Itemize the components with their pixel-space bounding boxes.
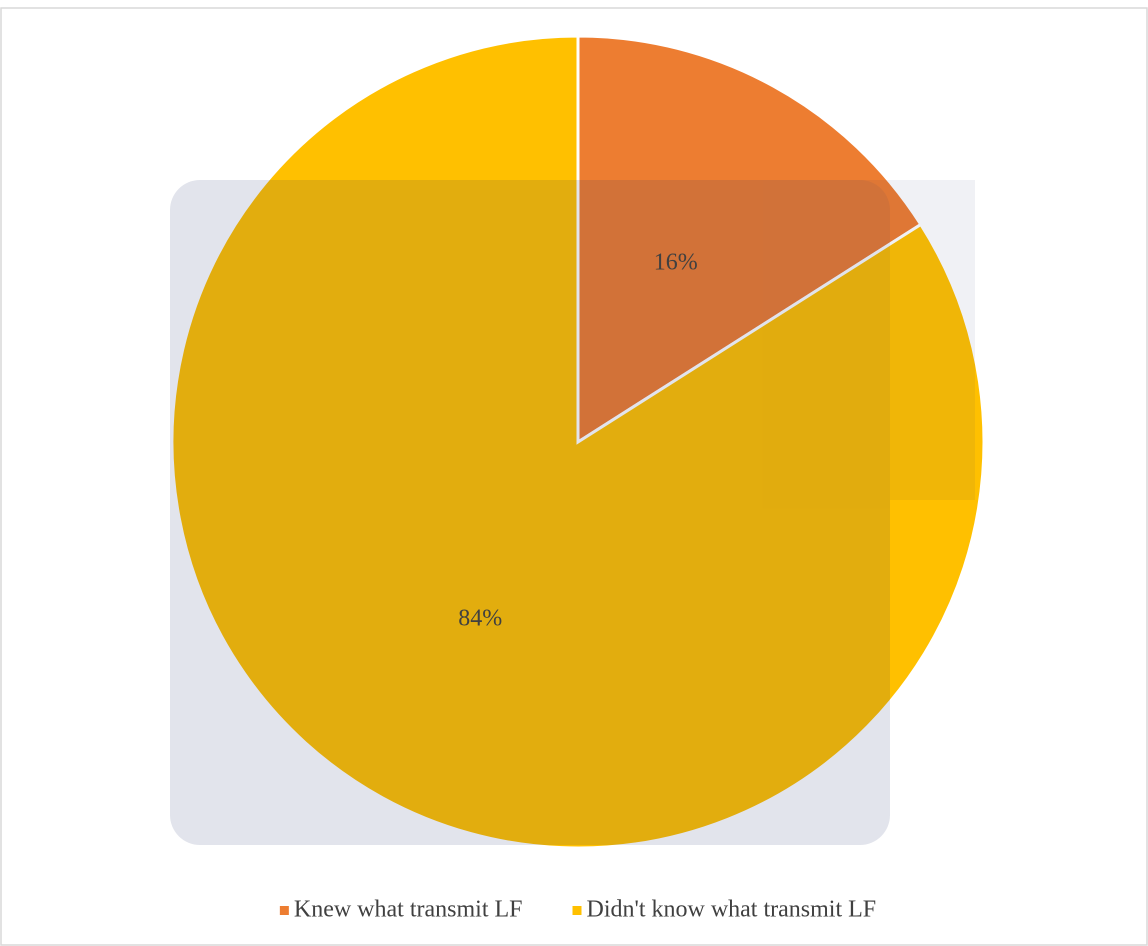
data-label: 16%	[654, 250, 698, 276]
legend-label: Didn't know what transmit LF	[587, 897, 877, 923]
pie	[170, 34, 986, 850]
legend-marker	[279, 906, 289, 915]
legend-label: Knew what transmit LF	[294, 897, 523, 923]
pie-slice	[170, 34, 986, 850]
legend-marker	[572, 906, 582, 915]
data-label: 84%	[458, 605, 502, 631]
watermark	[170, 180, 975, 845]
legend: Knew what transmit LF Didn't know what tr…	[279, 897, 877, 923]
data-labels: 16% 84%	[458, 250, 698, 632]
pie-slice	[576, 34, 923, 445]
